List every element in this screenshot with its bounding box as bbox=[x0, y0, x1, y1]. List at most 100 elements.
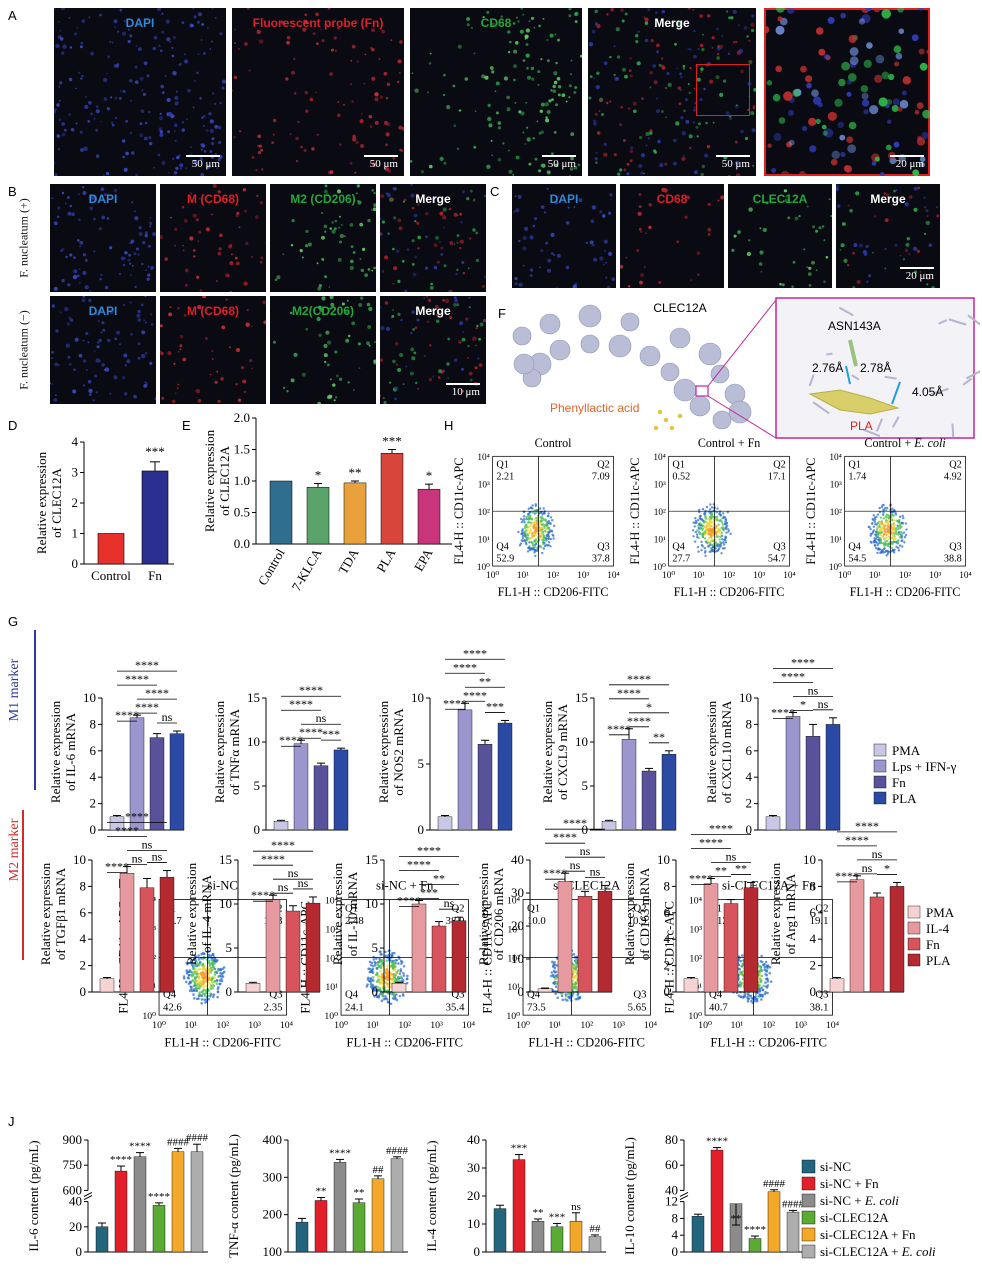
cell-signal bbox=[87, 379, 92, 384]
event-dot bbox=[552, 982, 556, 985]
event-dot bbox=[376, 995, 380, 999]
cell-signal bbox=[689, 48, 692, 51]
cell-signal bbox=[411, 206, 415, 210]
cell-signal bbox=[552, 84, 556, 89]
x-tick-label: PLA bbox=[373, 545, 399, 574]
bar bbox=[343, 482, 367, 545]
y-tick-label: 10 bbox=[739, 690, 752, 705]
cell-signal bbox=[767, 143, 772, 148]
cell-signal bbox=[347, 334, 351, 338]
cell-signal bbox=[385, 191, 389, 196]
event-dot bbox=[879, 541, 882, 544]
cell-signal bbox=[459, 321, 464, 326]
cell-signal bbox=[193, 255, 196, 258]
quadrant-value: 10.9 bbox=[628, 915, 647, 927]
cell-signal bbox=[415, 193, 418, 196]
cell-signal bbox=[474, 366, 478, 370]
y-axis-label-line: Relative expression bbox=[330, 862, 345, 965]
residue-stick bbox=[948, 318, 967, 326]
cell-signal bbox=[193, 249, 196, 252]
cell-signal bbox=[380, 306, 382, 309]
bar bbox=[306, 487, 330, 545]
significance-mark: #### bbox=[186, 1132, 209, 1144]
panelC-image-2: CD68 bbox=[620, 184, 724, 288]
significance-mark: *** bbox=[511, 1143, 528, 1155]
cell-signal bbox=[91, 196, 96, 200]
event-dot bbox=[881, 513, 885, 517]
cell-signal bbox=[629, 57, 632, 60]
event-dot bbox=[702, 521, 706, 524]
cell-signal bbox=[111, 121, 114, 124]
cell-signal bbox=[716, 56, 720, 60]
scale-bar-line bbox=[890, 155, 924, 157]
cell-signal bbox=[417, 387, 420, 390]
y-tick-label: 10⁰ bbox=[653, 563, 666, 573]
channel-label: M2(CD206) bbox=[291, 304, 354, 318]
cell-signal bbox=[113, 26, 116, 29]
bar bbox=[265, 899, 281, 993]
event-dot bbox=[903, 541, 906, 544]
scale-bar-line bbox=[446, 383, 480, 385]
y-tick-label: 20 bbox=[467, 1188, 480, 1203]
cell-signal bbox=[349, 223, 354, 227]
event-dot bbox=[704, 511, 707, 514]
cell-signal bbox=[75, 122, 78, 125]
significance-mark: ns bbox=[444, 896, 455, 910]
cell-signal bbox=[185, 167, 188, 170]
y-tick-label: 8 bbox=[90, 716, 97, 731]
event-dot bbox=[545, 522, 549, 526]
event-dot bbox=[543, 544, 547, 548]
cell-signal bbox=[806, 82, 812, 89]
y-tick-label: 10³ bbox=[478, 480, 490, 490]
event-dot bbox=[694, 517, 697, 520]
event-dot bbox=[888, 520, 892, 523]
cell-signal bbox=[111, 123, 115, 127]
event-dot bbox=[574, 970, 577, 974]
cell-signal bbox=[89, 195, 93, 199]
event-dot bbox=[872, 514, 875, 517]
event-dot bbox=[878, 506, 881, 510]
cell-signal bbox=[305, 109, 309, 113]
event-dot bbox=[697, 524, 700, 527]
cell-signal bbox=[95, 358, 100, 363]
cell-signal bbox=[439, 156, 444, 161]
cell-signal bbox=[759, 250, 764, 255]
residue-stick bbox=[951, 423, 955, 438]
event-dot bbox=[544, 529, 547, 533]
cell-signal bbox=[237, 398, 242, 402]
cell-signal bbox=[260, 256, 264, 260]
bar bbox=[748, 1238, 762, 1253]
bar bbox=[577, 896, 593, 993]
cell-signal bbox=[329, 296, 334, 299]
cell-signal bbox=[638, 227, 642, 231]
x-tick-label: 10³ bbox=[753, 571, 765, 581]
event-dot bbox=[397, 977, 400, 981]
panelB-r2-c2: M (CD68) bbox=[160, 296, 266, 404]
cell-signal bbox=[182, 244, 184, 247]
cell-signal bbox=[334, 350, 338, 354]
axis-break bbox=[83, 1195, 93, 1201]
cell-signal bbox=[120, 256, 125, 261]
event-dot bbox=[723, 538, 727, 541]
y-tick-label: 900 bbox=[63, 1132, 83, 1147]
significance-mark: ## bbox=[373, 1164, 385, 1176]
cell-signal bbox=[307, 242, 312, 247]
cell-signal bbox=[218, 247, 222, 251]
cell-signal bbox=[367, 268, 371, 271]
cell-signal bbox=[772, 93, 781, 102]
cell-signal bbox=[411, 263, 415, 266]
cell-signal bbox=[609, 55, 612, 59]
event-dot bbox=[759, 994, 763, 998]
cell-signal bbox=[138, 232, 143, 236]
cell-signal bbox=[515, 208, 520, 213]
significance-mark: * bbox=[426, 468, 433, 483]
event-dot bbox=[876, 551, 879, 555]
cell-signal bbox=[333, 227, 337, 231]
event-dot bbox=[535, 511, 538, 514]
cell-signal bbox=[661, 57, 664, 60]
event-dot bbox=[527, 546, 531, 549]
event-dot bbox=[709, 517, 713, 520]
cell-signal bbox=[289, 311, 293, 315]
event-dot bbox=[190, 974, 194, 978]
cell-signal bbox=[196, 20, 201, 24]
